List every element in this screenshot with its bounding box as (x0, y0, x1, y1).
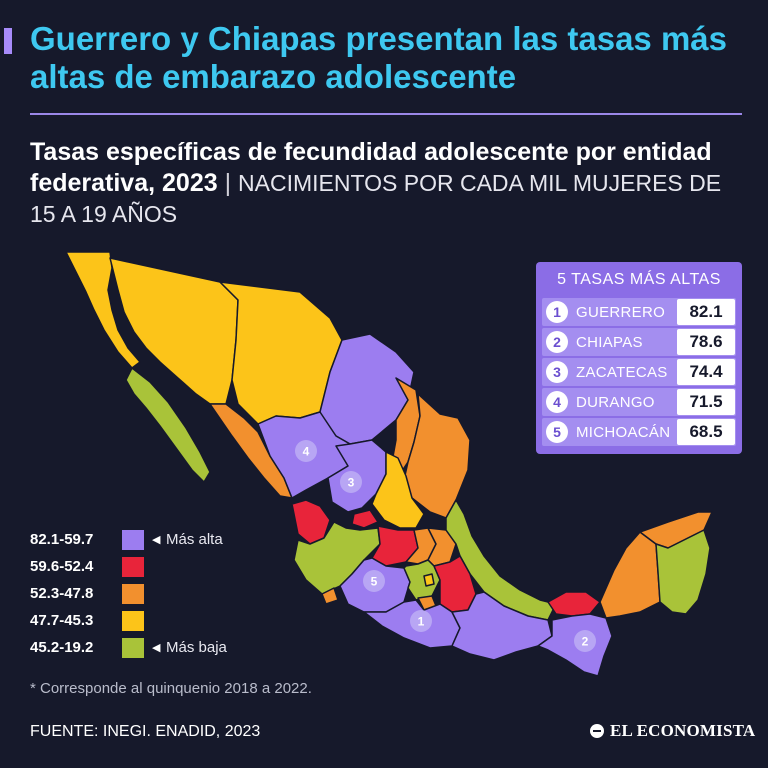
legend-range: 59.6-52.4 (30, 558, 94, 575)
state-name: CHIAPAS (576, 333, 643, 351)
top5-row: 1 GUERRERO 82.1 (542, 298, 736, 326)
state-veracruz (445, 499, 557, 621)
legend-row: 45.2-19.2 ◀ Más baja (30, 634, 227, 661)
legend-swatch (122, 529, 144, 550)
state-campeche (599, 531, 661, 619)
legend-swatch (122, 637, 144, 658)
legend-row: 82.1-59.7 ◀ Más alta (30, 526, 227, 553)
legend-range: 45.2-19.2 (30, 639, 94, 656)
state-aguascalientes (351, 509, 379, 529)
legend-row: 59.6-52.4 (30, 553, 227, 580)
legend-swatch (122, 583, 144, 604)
subtitle-units: NACIMIENTOS POR CADA MIL MUJERES DE 15 A… (30, 170, 722, 227)
legend-range: 47.7-45.3 (30, 612, 94, 629)
marker-zacatecas-label: 3 (348, 476, 355, 490)
legend-swatch (122, 610, 144, 631)
top5-row: 3 ZACATECAS 74.4 (542, 358, 736, 386)
legend-note: Más baja (166, 639, 227, 656)
state-name: DURANGO (576, 393, 655, 411)
state-quintana-roo (655, 529, 711, 615)
state-value: 68.5 (677, 419, 735, 445)
headline: Guerrero y Chiapas presentan las tasas m… (30, 20, 727, 95)
state-value: 74.4 (677, 359, 735, 385)
legend-note: Más alta (166, 531, 223, 548)
legend-range: 82.1-59.7 (30, 531, 94, 548)
top5-title: 5 TASAS MÁS ALTAS (557, 271, 721, 288)
left-arrow-icon: ◀ (152, 642, 161, 654)
top5-table: 5 TASAS MÁS ALTAS 1 GUERRERO 82.1 2 CHIA… (536, 262, 742, 454)
state-cdmx (423, 573, 435, 587)
top5-row: 5 MICHOACÁN 68.5 (542, 418, 736, 446)
state-value: 82.1 (677, 299, 735, 325)
footnote: * Corresponde al quinquenio 2018 a 2022. (30, 680, 312, 697)
state-tamaulipas (403, 393, 471, 519)
state-name: MICHOACÁN (576, 423, 671, 441)
color-legend: 82.1-59.7 ◀ Más alta 59.6-52.4 52.3-47.8… (30, 526, 227, 661)
top5-row: 4 DURANGO 71.5 (542, 388, 736, 416)
subtitle-main: Tasas específicas de fecundidad adolesce… (30, 138, 712, 197)
marker-durango-label: 4 (303, 445, 310, 459)
mexico-map: 4 3 5 1 2 (65, 251, 713, 677)
legend-row: 52.3-47.8 (30, 580, 227, 607)
headline-divider (30, 113, 742, 115)
marker-chiapas-label: 2 (582, 635, 589, 649)
state-baja-california (65, 251, 141, 369)
state-name: ZACATECAS (576, 363, 668, 381)
legend-swatch (122, 556, 144, 577)
state-value: 78.6 (677, 329, 735, 355)
rank-badge: 1 (546, 301, 568, 323)
marker-michoacan-circle (363, 570, 385, 592)
brand-name: EL ECONOMISTA (610, 721, 756, 740)
state-name: GUERRERO (576, 303, 666, 321)
brand-mark-icon (590, 724, 604, 738)
rank-badge: 2 (546, 331, 568, 353)
map-rank-markers: 4 3 5 1 2 (295, 440, 596, 652)
left-arrow-icon: ◀ (152, 534, 161, 546)
marker-guerrero-circle (410, 610, 432, 632)
subtitle: Tasas específicas de fecundidad adolesce… (30, 137, 750, 230)
state-value: 71.5 (677, 389, 735, 415)
state-colima (321, 587, 339, 605)
state-nayarit (291, 499, 331, 545)
source-credit: FUENTE: INEGI. ENADID, 2023 (30, 723, 261, 740)
rank-badge: 4 (546, 391, 568, 413)
marker-durango-circle (295, 440, 317, 462)
state-baja-california-sur (125, 367, 211, 483)
rank-badge: 3 (546, 361, 568, 383)
legend-range: 52.3-47.8 (30, 585, 94, 602)
marker-chiapas-circle (574, 630, 596, 652)
marker-zacatecas-circle (340, 471, 362, 493)
headline-accent-bar (4, 28, 12, 54)
rank-badge: 5 (546, 421, 568, 443)
top5-row: 2 CHIAPAS 78.6 (542, 328, 736, 356)
subtitle-separator: | (224, 169, 232, 197)
state-san-luis-potosi (371, 451, 425, 529)
brand-logo: EL ECONOMISTA (590, 721, 755, 741)
marker-guerrero-label: 1 (418, 615, 425, 629)
marker-michoacan-label: 5 (371, 575, 378, 589)
state-tabasco (547, 591, 601, 617)
legend-row: 47.7-45.3 (30, 607, 227, 634)
